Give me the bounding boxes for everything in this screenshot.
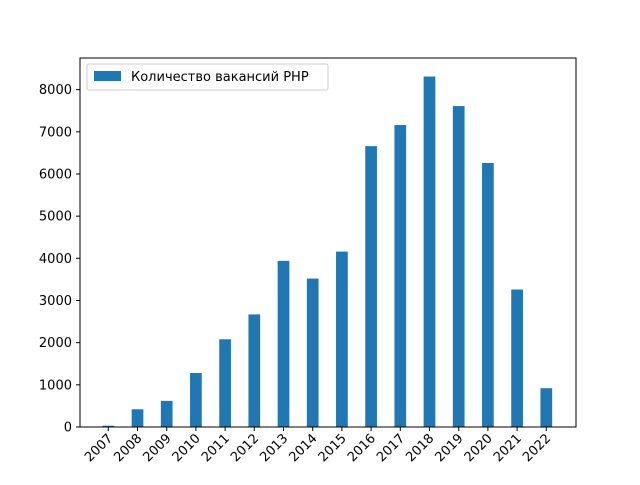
x-axis-ticks: 2007200820092010201120122013201420152016… — [82, 427, 554, 465]
bar-2007 — [102, 425, 115, 427]
x-tick-label: 2019 — [433, 431, 467, 465]
legend-label: Количество вакансий PHP — [131, 70, 309, 85]
bar-2011 — [219, 339, 231, 427]
bar-2020 — [482, 163, 494, 427]
bars-group — [102, 76, 553, 428]
y-tick-label: 6000 — [39, 167, 72, 182]
legend-box — [86, 63, 329, 91]
bar-2017 — [394, 125, 407, 428]
bar-2013 — [277, 260, 290, 427]
x-tick-label: 2018 — [403, 431, 437, 465]
x-tick-label: 2020 — [462, 431, 496, 465]
x-tick-label: 2014 — [287, 431, 321, 465]
bar-2021 — [511, 289, 523, 427]
x-tick-label: 2007 — [82, 431, 116, 465]
x-tick-label: 2010 — [170, 431, 204, 465]
y-tick-label: 1000 — [39, 378, 72, 393]
x-tick-label: 2012 — [228, 431, 262, 465]
y-tick-label: 3000 — [39, 294, 72, 309]
bar-2016 — [365, 146, 377, 427]
x-tick-label: 2008 — [111, 431, 145, 465]
x-tick-label: 2017 — [374, 431, 408, 465]
bar-2018 — [423, 76, 436, 427]
bar-2012 — [248, 314, 261, 427]
y-tick-label: 8000 — [39, 83, 72, 98]
x-tick-label: 2016 — [345, 431, 379, 465]
bar-2008 — [131, 409, 144, 427]
y-tick-label: 0 — [64, 421, 72, 436]
bar-2015 — [336, 251, 348, 427]
x-tick-label: 2021 — [491, 431, 525, 465]
plot-frame — [79, 57, 577, 428]
x-tick-label: 2009 — [141, 431, 175, 465]
x-tick-label: 2015 — [316, 431, 350, 465]
bar-2022 — [540, 388, 553, 427]
bar-2019 — [452, 106, 465, 427]
y-tick-label: 2000 — [39, 336, 72, 351]
x-tick-label: 2022 — [520, 431, 554, 465]
legend-swatch — [94, 71, 121, 81]
y-tick-label: 4000 — [39, 252, 72, 267]
y-tick-label: 7000 — [39, 125, 72, 140]
y-axis-ticks: 0 1000 2000 3000 4000 5000 6000 7000 8000 — [39, 83, 80, 436]
y-tick-label: 5000 — [39, 210, 72, 225]
x-tick-label: 2011 — [199, 431, 233, 465]
legend: Количество вакансий PHP — [86, 63, 329, 91]
bar-2010 — [190, 373, 202, 427]
bar-2014 — [306, 278, 319, 427]
x-tick-label: 2013 — [257, 431, 291, 465]
bar-2009 — [160, 400, 173, 427]
